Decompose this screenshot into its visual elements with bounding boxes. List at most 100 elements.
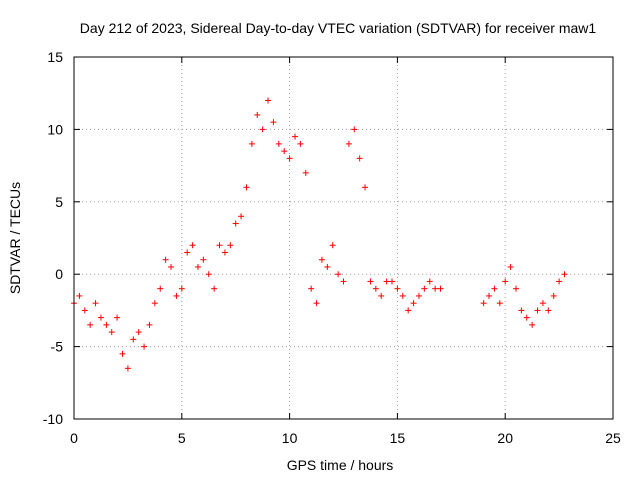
data-point: [356, 155, 363, 162]
data-point: [189, 242, 196, 249]
data-point: [97, 314, 104, 321]
data-point: [491, 285, 498, 292]
data-point: [545, 307, 552, 314]
data-point: [119, 350, 126, 357]
data-point: [221, 249, 228, 256]
data-point: [437, 285, 444, 292]
data-point: [216, 242, 223, 249]
data-point: [232, 220, 239, 227]
data-point: [103, 321, 110, 328]
plot-frame: [73, 56, 614, 420]
data-point: [114, 314, 121, 321]
data-point: [345, 140, 352, 147]
y-tick-label: 15: [47, 49, 63, 65]
data-point: [556, 278, 563, 285]
data-point: [254, 111, 261, 118]
data-point: [486, 292, 493, 299]
data-point: [265, 97, 272, 104]
data-point: [291, 133, 298, 140]
data-point: [512, 285, 519, 292]
y-tick-label: 5: [55, 194, 63, 210]
data-point: [394, 285, 401, 292]
y-axis-label: SDTVAR / TECUs: [7, 182, 23, 294]
data-point: [184, 249, 191, 256]
x-tick-label: 25: [605, 430, 621, 446]
data-point: [529, 321, 536, 328]
data-point: [378, 292, 385, 299]
data-point: [227, 242, 234, 249]
data-point: [173, 292, 180, 299]
data-point: [92, 300, 99, 307]
x-tick-label: 15: [390, 430, 406, 446]
data-point: [399, 292, 406, 299]
data-point: [329, 242, 336, 249]
data-point: [480, 300, 487, 307]
data-point: [286, 155, 293, 162]
data-point: [372, 285, 379, 292]
x-tick-label: 10: [282, 430, 298, 446]
data-point: [362, 184, 369, 191]
data-point: [108, 329, 115, 336]
data-point: [168, 263, 175, 270]
data-point: [87, 321, 94, 328]
data-point: [141, 343, 148, 350]
data-point: [539, 300, 546, 307]
data-point: [205, 271, 212, 278]
data-point: [275, 140, 282, 147]
data-point: [270, 119, 277, 126]
y-tick-label: 10: [47, 121, 63, 137]
data-point: [324, 263, 331, 270]
data-point: [281, 148, 288, 155]
y-tick-label: -10: [43, 411, 63, 427]
data-point: [238, 213, 245, 220]
grid-lines: [74, 57, 613, 419]
data-point: [248, 140, 255, 147]
data-point: [124, 365, 131, 372]
data-point: [313, 300, 320, 307]
data-point: [318, 256, 325, 263]
data-point: [550, 292, 557, 299]
data-point: [335, 271, 342, 278]
data-point: [297, 140, 304, 147]
data-point: [157, 285, 164, 292]
data-point: [135, 329, 142, 336]
x-axis-ticks: 0 5 10 15 20 25: [70, 57, 621, 446]
data-point: [426, 278, 433, 285]
data-point: [151, 300, 158, 307]
data-point: [534, 307, 541, 314]
data-point: [340, 278, 347, 285]
data-point: [259, 126, 266, 133]
data-point: [76, 292, 83, 299]
data-point: [146, 321, 153, 328]
data-point: [415, 292, 422, 299]
data-point: [432, 285, 439, 292]
data-point: [302, 169, 309, 176]
y-tick-label: 0: [55, 266, 63, 282]
data-point: [518, 307, 525, 314]
data-point: [496, 300, 503, 307]
data-point: [561, 271, 568, 278]
data-point: [178, 285, 185, 292]
data-point: [405, 307, 412, 314]
data-point: [308, 285, 315, 292]
data-point: [130, 336, 137, 343]
y-tick-label: -5: [51, 339, 64, 355]
data-point: [389, 278, 396, 285]
data-point: [421, 285, 428, 292]
chart-title: Day 212 of 2023, Sidereal Day-to-day VTE…: [80, 20, 597, 36]
data-point: [502, 278, 509, 285]
data-point: [162, 256, 169, 263]
x-tick-label: 5: [178, 430, 186, 446]
data-point: [211, 285, 218, 292]
y-axis-ticks: -10 -5 0 5 10 15: [43, 49, 613, 427]
data-point: [351, 126, 358, 133]
data-point: [81, 307, 88, 314]
data-series: [71, 97, 568, 372]
data-point: [194, 263, 201, 270]
data-point: [383, 278, 390, 285]
data-point: [410, 300, 417, 307]
data-point: [523, 314, 530, 321]
x-tick-label: 20: [497, 430, 513, 446]
data-point: [200, 256, 207, 263]
